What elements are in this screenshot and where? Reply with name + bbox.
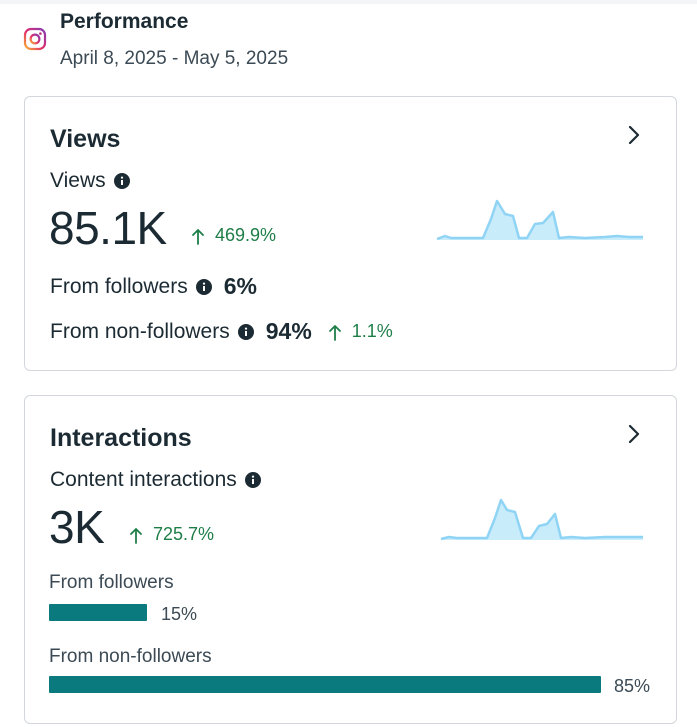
info-icon[interactable] (195, 278, 212, 295)
followers-bar-fill (49, 604, 147, 621)
views-from-followers-pct: 6% (223, 273, 257, 299)
views-sparkline (436, 199, 643, 241)
views-non-followers-delta-text: 1.1% (351, 321, 393, 341)
interactions-from-followers-pct: 15% (161, 604, 198, 624)
interactions-value: 3K (49, 501, 105, 553)
interactions-metric-label: Content interactions (50, 468, 261, 492)
views-delta-text: 469.9% (215, 225, 277, 245)
non-followers-bar (49, 676, 601, 693)
views-label-text: Views (50, 169, 106, 192)
views-value: 85.1K (49, 202, 167, 254)
views-from-non-followers-label: From non-followers (50, 319, 230, 343)
chevron-right-icon[interactable] (624, 123, 644, 147)
views-from-non-followers-pct: 94% (265, 318, 312, 344)
followers-bar (49, 604, 601, 621)
views-card-title: Views (50, 125, 121, 153)
date-range: April 8, 2025 - May 5, 2025 (60, 48, 289, 69)
interactions-from-non-followers-pct: 85% (614, 676, 651, 696)
views-from-followers-label: From followers (50, 274, 188, 298)
instagram-icon (23, 27, 47, 51)
views-non-followers-delta: 1.1% (328, 321, 393, 342)
interactions-from-non-followers-label: From non-followers (49, 646, 212, 667)
interactions-label-text: Content interactions (50, 468, 237, 491)
info-icon[interactable] (113, 173, 130, 189)
top-divider (0, 0, 697, 4)
interactions-sparkline (440, 498, 643, 541)
interactions-delta-text: 725.7% (153, 524, 215, 544)
views-from-followers-row: From followers 6% (50, 273, 257, 300)
page-title: Performance (60, 10, 189, 33)
info-icon[interactable] (244, 472, 261, 488)
arrow-up-icon (192, 228, 204, 245)
interactions-from-followers-label: From followers (49, 572, 174, 593)
views-card[interactable]: Views Views 85.1K 469.9% From followers … (24, 96, 677, 371)
arrow-up-icon (130, 527, 142, 544)
interactions-card-title: Interactions (50, 424, 192, 452)
info-icon[interactable] (237, 323, 254, 340)
arrow-up-icon (328, 324, 341, 341)
views-delta: 469.9% (191, 225, 276, 246)
page-header: Performance April 8, 2025 - May 5, 2025 (22, 8, 672, 78)
non-followers-bar-fill (49, 676, 601, 693)
views-from-non-followers-row: From non-followers 94% 1.1% (50, 318, 393, 345)
views-metric-label: Views (50, 169, 130, 193)
chevron-right-icon[interactable] (624, 422, 644, 446)
interactions-delta: 725.7% (129, 524, 214, 545)
interactions-card[interactable]: Interactions Content interactions 3K 725… (24, 395, 677, 724)
